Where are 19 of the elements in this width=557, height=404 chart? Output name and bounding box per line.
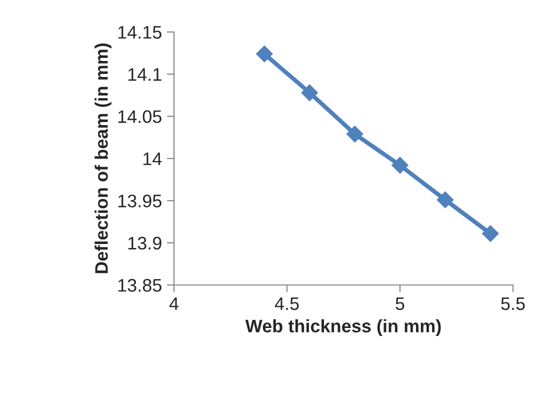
y-axis-title: Deflection of beam (in mm) [94,44,112,274]
point [256,46,273,62]
y-tick-label: 13.95 [118,194,162,208]
y-tick-label: 13.9 [128,236,162,250]
point [392,156,408,174]
x-tick-label: 4 [169,297,178,310]
y-tick-label: 14.05 [118,110,162,124]
y-tick-label: 14 [143,152,162,166]
point [346,126,364,142]
y-tick-label: 14.1 [128,68,162,81]
x-tick-label: 5.5 [501,297,525,310]
point [482,225,499,242]
y-tick-label: 13.85 [118,278,162,292]
x-tick-label: 4.5 [274,297,299,310]
x-tick-label: 5 [396,297,404,310]
x-axis-title: Web thickness (in mm) [245,319,441,336]
point [301,84,318,102]
point [436,191,454,208]
y-tick-label: 14.15 [118,26,162,39]
